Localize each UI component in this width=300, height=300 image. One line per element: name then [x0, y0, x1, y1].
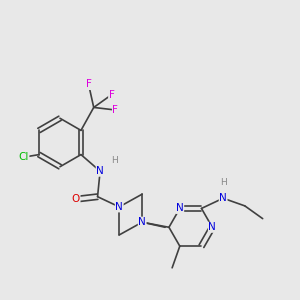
Text: N: N [176, 203, 184, 213]
Text: N: N [96, 166, 104, 176]
Text: N: N [138, 217, 146, 227]
Text: F: F [109, 90, 115, 100]
Text: N: N [116, 202, 123, 212]
Text: F: F [112, 105, 118, 115]
Text: F: F [86, 80, 92, 89]
Text: O: O [72, 194, 80, 204]
Text: Cl: Cl [19, 152, 29, 162]
Text: H: H [220, 178, 226, 188]
Text: N: N [208, 222, 216, 232]
Text: H: H [111, 157, 118, 166]
Text: N: N [219, 193, 227, 203]
